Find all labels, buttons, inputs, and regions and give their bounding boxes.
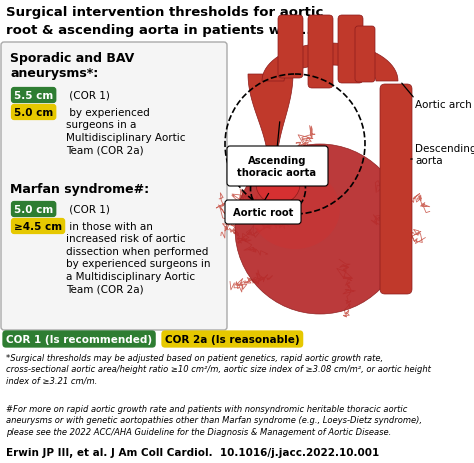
Text: Surgical intervention thresholds for aortic: Surgical intervention thresholds for aor… xyxy=(6,6,323,19)
FancyBboxPatch shape xyxy=(355,27,375,83)
Text: #For more on rapid aortic growth rate and patients with nonsyndromic heritable t: #For more on rapid aortic growth rate an… xyxy=(6,404,422,436)
Text: Descending thoracic
aorta: Descending thoracic aorta xyxy=(415,144,474,165)
Text: Erwin JP III, et al. J Am Coll Cardiol.  10.1016/j.jacc.2022.10.001: Erwin JP III, et al. J Am Coll Cardiol. … xyxy=(6,447,379,457)
FancyBboxPatch shape xyxy=(227,147,328,187)
Text: ≥4.5 cm: ≥4.5 cm xyxy=(14,221,62,232)
Text: in those with an
increased risk of aortic
dissection when performed
by experienc: in those with an increased risk of aorti… xyxy=(66,221,210,294)
Text: COR 2a (Is reasonable): COR 2a (Is reasonable) xyxy=(165,334,300,344)
FancyBboxPatch shape xyxy=(225,200,301,225)
Text: Sporadic and BAV
aneurysms*:: Sporadic and BAV aneurysms*: xyxy=(10,52,134,80)
Ellipse shape xyxy=(235,144,405,314)
Text: Aortic arch: Aortic arch xyxy=(415,100,472,110)
Polygon shape xyxy=(262,44,398,82)
FancyBboxPatch shape xyxy=(1,43,227,330)
Text: COR 1 (Is recommended): COR 1 (Is recommended) xyxy=(6,334,152,344)
Text: by experienced
surgeons in a
Multidisciplinary Aortic
Team (COR 2a): by experienced surgeons in a Multidiscip… xyxy=(66,108,185,155)
Text: Marfan syndrome#:: Marfan syndrome#: xyxy=(10,182,149,195)
Text: (COR 1): (COR 1) xyxy=(66,205,110,214)
Polygon shape xyxy=(248,75,293,165)
Ellipse shape xyxy=(256,165,300,205)
Text: *Surgical thresholds may be adjusted based on patient genetics, rapid aortic gro: *Surgical thresholds may be adjusted bas… xyxy=(6,353,431,385)
FancyBboxPatch shape xyxy=(338,16,363,84)
FancyBboxPatch shape xyxy=(308,16,333,89)
Text: 5.5 cm: 5.5 cm xyxy=(14,91,53,101)
Ellipse shape xyxy=(250,169,340,250)
FancyBboxPatch shape xyxy=(380,85,412,294)
FancyBboxPatch shape xyxy=(278,16,303,79)
Text: root & ascending aorta in patients with...: root & ascending aorta in patients with.… xyxy=(6,24,317,37)
Text: Ascending
thoracic aorta: Ascending thoracic aorta xyxy=(237,156,317,177)
Text: Aortic root: Aortic root xyxy=(233,207,293,218)
Text: 5.0 cm: 5.0 cm xyxy=(14,108,53,118)
Text: (COR 1): (COR 1) xyxy=(66,91,110,101)
Text: 5.0 cm: 5.0 cm xyxy=(14,205,53,214)
